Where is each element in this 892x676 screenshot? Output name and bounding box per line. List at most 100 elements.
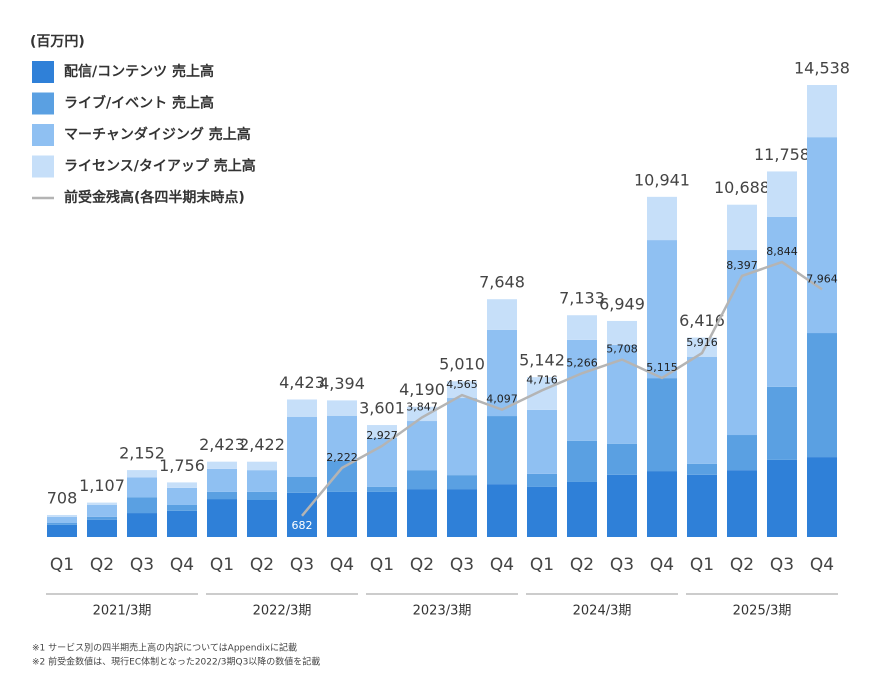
bar-segment: [527, 377, 557, 410]
bar-segment: [247, 500, 277, 537]
bar-segment: [807, 457, 837, 537]
bar-segment: [607, 474, 637, 537]
x-tick-label: Q4: [650, 555, 674, 575]
bar-segment: [327, 400, 357, 416]
bar-segment: [647, 240, 677, 379]
total-label: 708: [47, 488, 78, 507]
bar-segment: [807, 333, 837, 458]
x-tick-label: Q2: [570, 555, 594, 575]
line-value-label: 8,844: [766, 245, 798, 258]
total-label: 10,688: [714, 178, 770, 197]
total-label: 5,142: [519, 351, 565, 370]
bar-segment: [647, 471, 677, 537]
bar-segment: [207, 499, 237, 537]
bar-segment: [367, 425, 397, 438]
line-value-label: 682: [292, 519, 313, 532]
bar-segment: [327, 491, 357, 537]
bar-segment: [47, 523, 77, 525]
bar-segment: [567, 339, 597, 441]
line-value-label: 5,266: [566, 356, 598, 369]
x-tick-label: Q4: [170, 555, 194, 575]
total-label: 2,152: [119, 444, 165, 463]
bar-segment: [687, 463, 717, 475]
total-label: 2,423: [199, 435, 245, 454]
total-label: 3,601: [359, 399, 405, 418]
total-label: 1,756: [159, 456, 205, 475]
bar-segment: [247, 491, 277, 501]
bar-segment: [127, 513, 157, 537]
bar-segment: [607, 443, 637, 475]
bar-segment: [167, 504, 197, 511]
group-label: 2024/3期: [573, 604, 632, 619]
total-label: 4,394: [319, 374, 365, 393]
bar-segment: [167, 487, 197, 505]
bar-segment: [807, 137, 837, 334]
bar-segment: [87, 516, 117, 520]
bar-segment: [127, 497, 157, 514]
total-label: 2,422: [239, 435, 285, 454]
total-label: 10,941: [634, 170, 690, 189]
legend-swatch: [32, 61, 54, 83]
bar-segment: [207, 491, 237, 500]
x-tick-label: Q3: [770, 555, 794, 575]
group-label: 2021/3期: [93, 604, 152, 619]
bar-segment: [367, 486, 397, 492]
legend-label: 配信/コンテンツ 売上高: [64, 63, 214, 80]
bar-segment: [47, 514, 77, 517]
total-label: 6,416: [679, 311, 725, 330]
x-tick-label: Q1: [370, 555, 394, 575]
line-series: [301, 260, 823, 517]
bar-segment: [407, 470, 437, 490]
x-tick-label: Q4: [330, 555, 354, 575]
bar-segment: [727, 435, 757, 471]
bar-segment: [247, 470, 277, 492]
bar-segment: [47, 516, 77, 524]
x-tick-label: Q4: [490, 555, 514, 575]
bar-segment: [567, 315, 597, 340]
legend-swatch: [32, 155, 54, 178]
bar-segment: [407, 421, 437, 471]
bar-segment: [327, 460, 357, 492]
total-label: 14,538: [794, 59, 850, 78]
x-tick-label: Q1: [50, 555, 74, 575]
bar-segment: [487, 416, 517, 485]
bar-segment: [287, 416, 317, 477]
bar-segment: [767, 171, 797, 217]
x-tick-label: Q3: [130, 555, 154, 575]
x-tick-label: Q2: [90, 555, 114, 575]
bar-segment: [367, 491, 397, 537]
bar-segment: [287, 399, 317, 417]
line-value-label: 4,716: [526, 373, 558, 386]
total-label: 7,133: [559, 289, 605, 308]
x-tick-label: Q3: [610, 555, 634, 575]
x-tick-label: Q1: [690, 555, 714, 575]
bar-segment: [47, 524, 77, 537]
bar-segment: [87, 519, 117, 537]
line-value-label: 4,097: [486, 393, 518, 406]
total-label: 11,758: [754, 145, 810, 164]
legend-label: ライブ/イベント 売上高: [64, 95, 214, 112]
bar-segment: [447, 489, 477, 537]
x-tick-label: Q4: [810, 555, 834, 575]
bar-segment: [607, 320, 637, 345]
bar-segment: [687, 337, 717, 357]
bar-segment: [287, 476, 317, 493]
bar-segment: [167, 510, 197, 537]
total-label: 4,190: [399, 380, 445, 399]
bar-segment: [527, 486, 557, 537]
bar-segment: [167, 482, 197, 488]
bar-segment: [447, 381, 477, 399]
bar-segment: [487, 484, 517, 537]
bar-segment: [407, 489, 437, 537]
bar-segment: [407, 406, 437, 422]
total-label: 6,949: [599, 294, 645, 313]
bar-segment: [487, 299, 517, 330]
bar-segment: [767, 386, 797, 460]
total-label: 1,107: [79, 476, 125, 495]
bar-segment: [727, 470, 757, 537]
bar-segment: [647, 196, 677, 241]
bar-segment: [767, 216, 797, 387]
total-label: 7,648: [479, 273, 525, 292]
bar-segment: [207, 468, 237, 492]
line-value-label: 4,565: [446, 378, 478, 391]
